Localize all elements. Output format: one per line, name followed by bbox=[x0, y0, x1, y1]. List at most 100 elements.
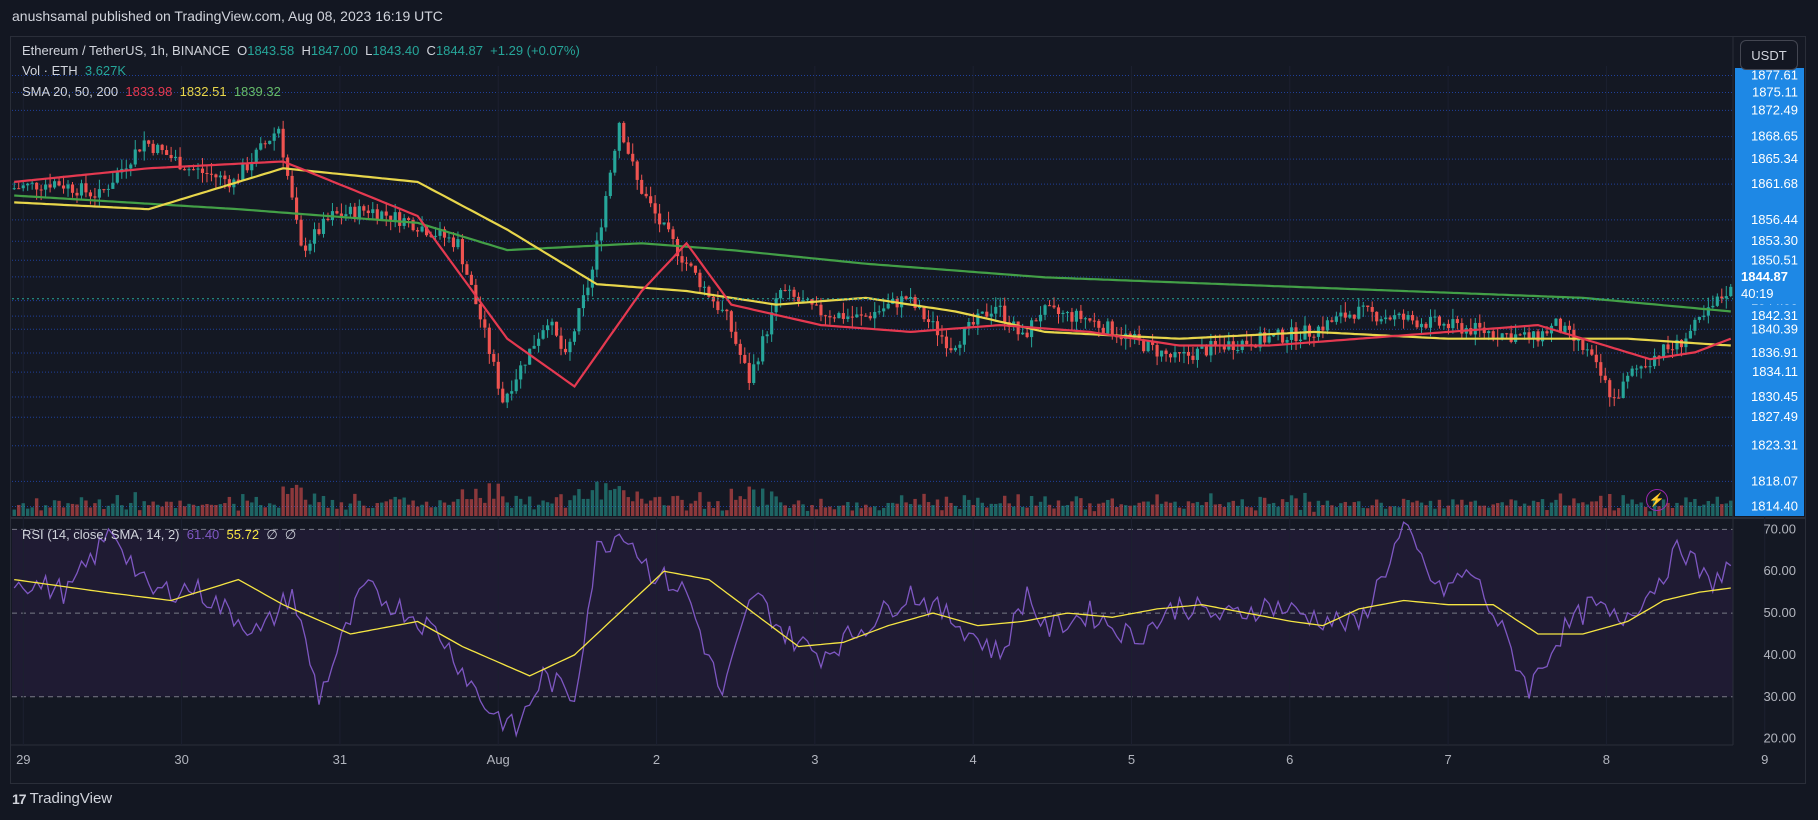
volume-bar bbox=[1688, 502, 1693, 516]
candle-body bbox=[1110, 321, 1114, 337]
volume-bar bbox=[1070, 501, 1074, 516]
candle-body bbox=[626, 142, 630, 154]
candle-body bbox=[1334, 316, 1338, 322]
time-axis-label: 4 bbox=[970, 752, 977, 767]
volume-bar bbox=[536, 504, 541, 516]
candle-body bbox=[819, 304, 823, 316]
volume-bar bbox=[846, 502, 850, 516]
candle-body bbox=[1419, 323, 1424, 328]
symbol-name[interactable]: Ethereum / TetherUS, 1h, BINANCE bbox=[22, 43, 230, 58]
time-axis-label: 29 bbox=[16, 752, 30, 767]
sma-legend[interactable]: SMA 20, 50, 200 1833.98 1832.51 1839.32 bbox=[22, 84, 281, 99]
candle-body bbox=[1245, 340, 1249, 345]
candle-body bbox=[344, 214, 348, 217]
lightning-icon[interactable]: ⚡ bbox=[1646, 489, 1668, 511]
volume-bar bbox=[653, 497, 657, 516]
candle-body bbox=[613, 150, 617, 173]
candle-body bbox=[962, 327, 966, 345]
currency-button[interactable]: USDT bbox=[1740, 40, 1798, 70]
volume-bar bbox=[1231, 500, 1235, 516]
rsi-legend[interactable]: RSI (14, close, SMA, 14, 2) 61.40 55.72 … bbox=[22, 527, 296, 543]
candle-body bbox=[227, 179, 231, 188]
tradingview-logo[interactable]: 17 TradingView bbox=[12, 790, 112, 807]
candle-body bbox=[102, 189, 106, 191]
candle-body bbox=[514, 379, 518, 392]
volume-bar bbox=[496, 483, 500, 516]
volume-bar bbox=[34, 498, 39, 516]
volume-bar bbox=[267, 503, 272, 516]
candle-body bbox=[1101, 327, 1105, 334]
high-label: H bbox=[301, 43, 311, 58]
candle-body bbox=[290, 175, 294, 198]
candle-body bbox=[1168, 353, 1173, 358]
volume-bar bbox=[312, 493, 317, 516]
candle-body bbox=[1357, 306, 1361, 319]
volume-bar bbox=[1115, 506, 1119, 516]
candle-body bbox=[487, 327, 491, 354]
candle-body bbox=[295, 197, 299, 220]
volume-bar bbox=[908, 504, 913, 516]
candle-body bbox=[79, 183, 84, 196]
volume-bar bbox=[787, 507, 792, 516]
volume-bar bbox=[1052, 508, 1056, 516]
volume-bar bbox=[1011, 506, 1016, 516]
volume-bar bbox=[120, 505, 124, 516]
volume-bar bbox=[93, 503, 97, 516]
volume-bar bbox=[88, 507, 93, 516]
sma50-line bbox=[14, 167, 1731, 347]
candle-body bbox=[1186, 351, 1191, 356]
volume-bar bbox=[254, 496, 258, 516]
volume-legend[interactable]: Vol · ETH 3.627K bbox=[22, 63, 126, 78]
candle-body bbox=[554, 321, 559, 336]
price-axis-label: 1877.61 bbox=[1751, 67, 1798, 82]
volume-bar bbox=[1643, 506, 1648, 516]
candle-body bbox=[1160, 350, 1164, 357]
volume-bar bbox=[12, 509, 16, 516]
candle-body bbox=[1254, 345, 1258, 348]
candle-body bbox=[339, 213, 343, 217]
volume-bar bbox=[294, 484, 299, 516]
candle-body bbox=[366, 210, 370, 214]
candle-body bbox=[581, 295, 585, 309]
volume-bar bbox=[259, 505, 263, 516]
volume-bar bbox=[335, 508, 339, 516]
volume-bar bbox=[465, 499, 469, 516]
volume-bar bbox=[1572, 498, 1576, 516]
time-axis-label: 2 bbox=[653, 752, 660, 767]
volume-bar bbox=[648, 500, 653, 516]
volume-bar bbox=[1558, 493, 1563, 516]
volume-bar bbox=[590, 490, 595, 516]
volume-bar bbox=[1634, 504, 1639, 516]
candle-body bbox=[371, 209, 375, 214]
candle-body bbox=[693, 265, 698, 273]
volume-bar bbox=[1379, 502, 1383, 516]
symbol-legend[interactable]: Ethereum / TetherUS, 1h, BINANCE O1843.5… bbox=[22, 43, 580, 58]
candle-body bbox=[48, 184, 52, 188]
candle-body bbox=[590, 269, 594, 288]
volume-bar bbox=[657, 496, 662, 516]
low-value: 1843.40 bbox=[372, 43, 420, 58]
candle-body bbox=[1567, 325, 1571, 330]
volume-bar bbox=[631, 501, 635, 516]
volume-bar bbox=[622, 490, 626, 516]
volume-bar bbox=[1509, 499, 1513, 516]
candle-body bbox=[1585, 349, 1589, 351]
volume-bar bbox=[796, 500, 801, 516]
candle-body bbox=[604, 196, 608, 228]
candle-body bbox=[765, 334, 769, 337]
candle-body bbox=[761, 336, 765, 362]
volume-bar bbox=[303, 499, 308, 516]
volume-bar bbox=[805, 510, 810, 516]
candle-body bbox=[519, 365, 523, 380]
candle-body bbox=[1370, 306, 1374, 312]
candle-body bbox=[12, 188, 16, 190]
candle-body bbox=[205, 172, 209, 174]
volume-bar bbox=[1155, 494, 1159, 516]
candle-body bbox=[707, 286, 711, 297]
volume-bar bbox=[1020, 506, 1025, 516]
candle-body bbox=[165, 150, 169, 155]
candle-body bbox=[501, 388, 505, 403]
candle-body bbox=[532, 345, 536, 349]
candle-body bbox=[1563, 325, 1567, 333]
